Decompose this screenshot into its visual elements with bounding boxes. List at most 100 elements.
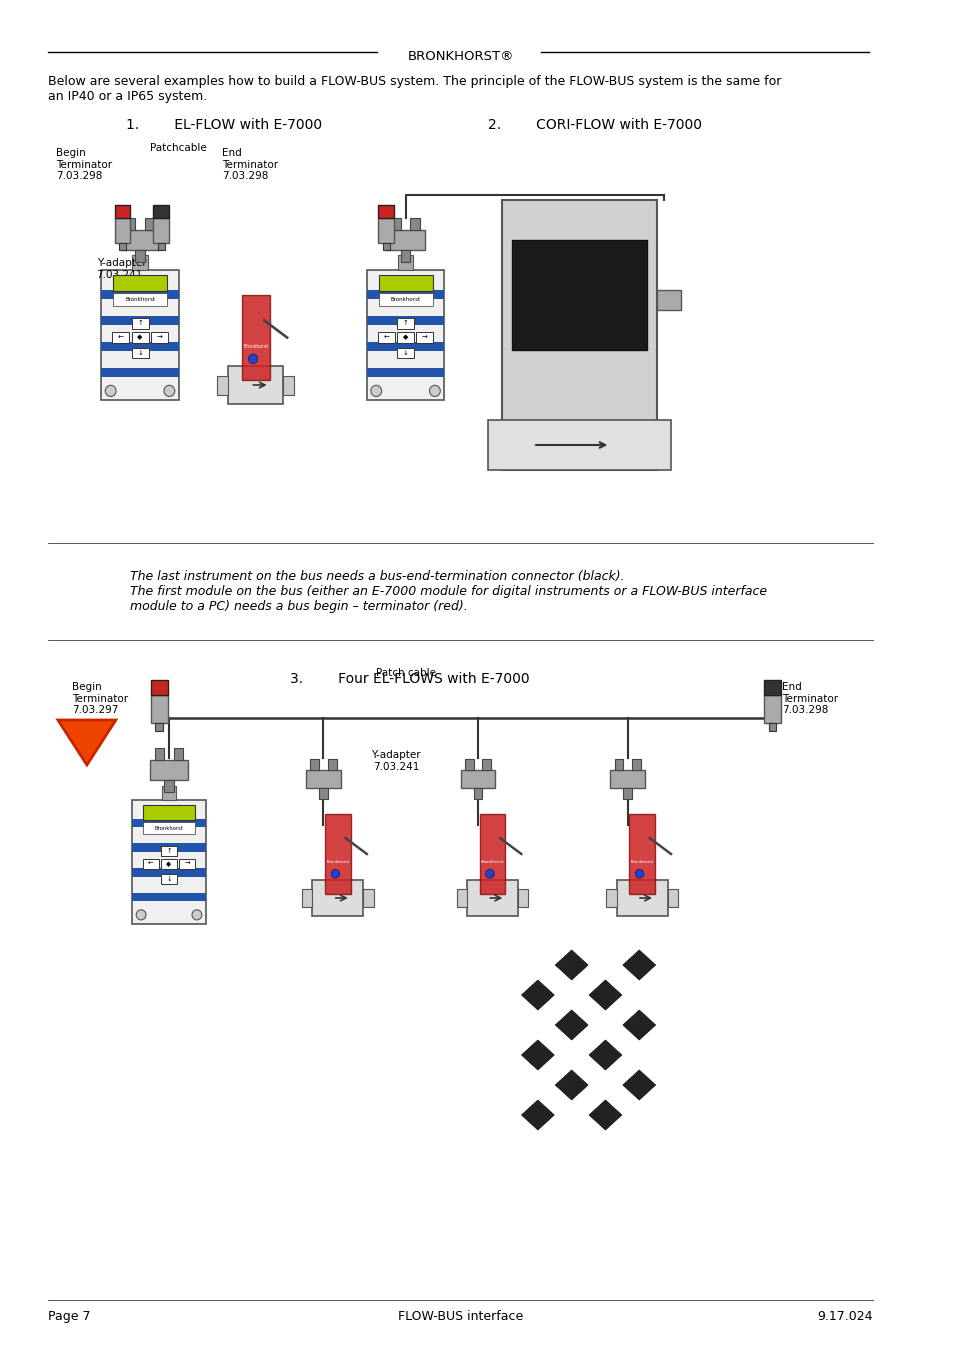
Bar: [142, 860, 158, 869]
Bar: [460, 769, 495, 788]
Bar: [377, 332, 395, 343]
Bar: [473, 788, 482, 799]
Text: ↓: ↓: [166, 876, 172, 882]
Circle shape: [249, 354, 257, 363]
Text: ←: ←: [117, 335, 124, 340]
Bar: [319, 788, 328, 799]
Text: →: →: [184, 861, 190, 867]
Bar: [396, 319, 414, 328]
Text: 1.        EL-FLOW with E-7000: 1. EL-FLOW with E-7000: [126, 117, 321, 132]
Text: ↓: ↓: [137, 350, 143, 356]
Circle shape: [635, 869, 643, 879]
Bar: [378, 204, 394, 217]
Text: ◆: ◆: [166, 861, 172, 867]
Text: 2.        CORI-FLOW with E-7000: 2. CORI-FLOW with E-7000: [487, 117, 700, 132]
Bar: [155, 724, 163, 730]
Text: Bronkhorst: Bronkhorst: [390, 297, 420, 302]
Text: 9.17.024: 9.17.024: [817, 1310, 872, 1323]
Text: BRONKHORST®: BRONKHORST®: [407, 50, 514, 63]
Bar: [763, 695, 781, 724]
Text: ↑: ↑: [166, 848, 172, 853]
Bar: [467, 880, 517, 915]
Bar: [132, 255, 148, 270]
Polygon shape: [622, 1010, 655, 1040]
Bar: [629, 814, 654, 894]
Bar: [667, 890, 678, 907]
Bar: [768, 724, 776, 730]
Bar: [121, 230, 159, 250]
Text: The last instrument on the bus needs a bus-end-termination connector (black).
Th: The last instrument on the bus needs a b…: [131, 570, 766, 613]
Text: Bronkhorst: Bronkhorst: [630, 860, 653, 864]
Polygon shape: [521, 1100, 554, 1130]
Bar: [378, 217, 394, 243]
Bar: [378, 275, 432, 290]
Bar: [217, 375, 228, 394]
Bar: [622, 788, 631, 799]
Text: Bronkhorst: Bronkhorst: [480, 860, 503, 864]
Bar: [101, 270, 178, 400]
Bar: [112, 275, 167, 290]
Bar: [153, 217, 169, 243]
Bar: [132, 844, 206, 852]
Bar: [410, 217, 419, 230]
Bar: [132, 319, 149, 328]
Circle shape: [371, 385, 381, 397]
Bar: [101, 289, 178, 298]
Bar: [283, 375, 294, 394]
Bar: [397, 255, 413, 270]
Text: →: →: [421, 335, 427, 340]
Bar: [656, 290, 680, 310]
Bar: [367, 367, 444, 377]
Bar: [150, 760, 188, 780]
Bar: [302, 890, 313, 907]
Text: 3.        Four EL-FLOWS with E-7000: 3. Four EL-FLOWS with E-7000: [290, 672, 529, 686]
Bar: [132, 818, 206, 828]
Bar: [501, 200, 656, 470]
Circle shape: [164, 385, 174, 397]
Polygon shape: [588, 980, 621, 1010]
Polygon shape: [58, 720, 115, 765]
Bar: [325, 814, 351, 894]
Text: Bronkhorst: Bronkhorst: [326, 860, 350, 864]
Bar: [132, 801, 206, 923]
Bar: [101, 367, 178, 377]
Text: ←: ←: [383, 335, 389, 340]
Text: End
Terminator
7.03.298: End Terminator 7.03.298: [222, 148, 278, 181]
Bar: [161, 786, 176, 801]
Text: Y-adapter
7.03.241: Y-adapter 7.03.241: [96, 258, 146, 279]
Bar: [482, 759, 491, 769]
Bar: [112, 293, 167, 306]
Bar: [132, 332, 149, 343]
Bar: [763, 680, 781, 695]
Polygon shape: [622, 950, 655, 980]
Circle shape: [105, 385, 116, 397]
Text: End
Terminator
7.03.298: End Terminator 7.03.298: [781, 682, 838, 716]
Bar: [151, 695, 168, 724]
Polygon shape: [555, 1071, 587, 1100]
Bar: [631, 759, 640, 769]
Polygon shape: [622, 1071, 655, 1100]
Text: Begin
Terminator
7.03.298: Begin Terminator 7.03.298: [56, 148, 112, 181]
Bar: [310, 759, 319, 769]
Bar: [173, 748, 183, 760]
Bar: [151, 332, 168, 343]
Bar: [313, 880, 363, 915]
Bar: [132, 868, 206, 876]
Bar: [161, 845, 177, 856]
Text: !: !: [80, 586, 93, 614]
Bar: [517, 890, 528, 907]
Bar: [101, 342, 178, 351]
Bar: [179, 860, 195, 869]
Bar: [367, 289, 444, 298]
Bar: [456, 890, 467, 907]
Polygon shape: [555, 1010, 587, 1040]
Bar: [400, 250, 410, 262]
Bar: [132, 348, 149, 358]
Bar: [363, 890, 374, 907]
Bar: [391, 217, 400, 230]
Bar: [367, 342, 444, 351]
Circle shape: [136, 910, 146, 919]
Text: Patch cable: Patch cable: [375, 668, 436, 678]
Bar: [164, 780, 173, 792]
Text: Begin
Terminator
7.03.297: Begin Terminator 7.03.297: [72, 682, 129, 716]
